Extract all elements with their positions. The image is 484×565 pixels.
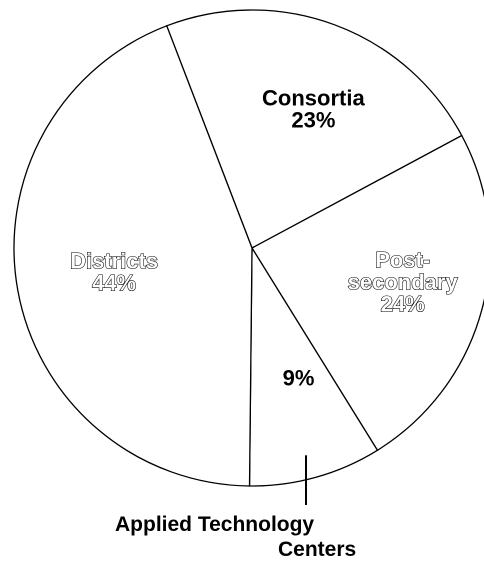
slice-value-label: 24%	[381, 292, 425, 317]
pie-labels: Consortia 23% Post-secondary 24% 9% Districts…	[70, 86, 460, 391]
slice-value-label: 9%	[283, 366, 315, 391]
slice-name-label: Districts	[70, 248, 158, 273]
slice-value-label: 44%	[92, 270, 136, 295]
slice-value-label: 23%	[291, 108, 335, 133]
slice-label: Post-secondary 24%	[348, 248, 459, 317]
slice-label: 9%	[283, 366, 315, 391]
slice-name-label: Post-	[375, 248, 430, 273]
pie-slice	[251, 134, 484, 452]
slice-label: Districts 44%	[70, 248, 158, 295]
callout-label-line2: Centers	[278, 538, 356, 561]
pie-slices	[13, 9, 484, 487]
pie-slice	[248, 245, 379, 487]
slice-label: Consortia 23%	[262, 86, 365, 133]
slice-name-label: Consortia	[262, 86, 365, 111]
callout-label-line1: Applied Technology	[115, 513, 314, 536]
slice-name-label: secondary	[348, 270, 459, 295]
pie-slice	[165, 9, 463, 249]
pie-slice	[13, 24, 253, 487]
